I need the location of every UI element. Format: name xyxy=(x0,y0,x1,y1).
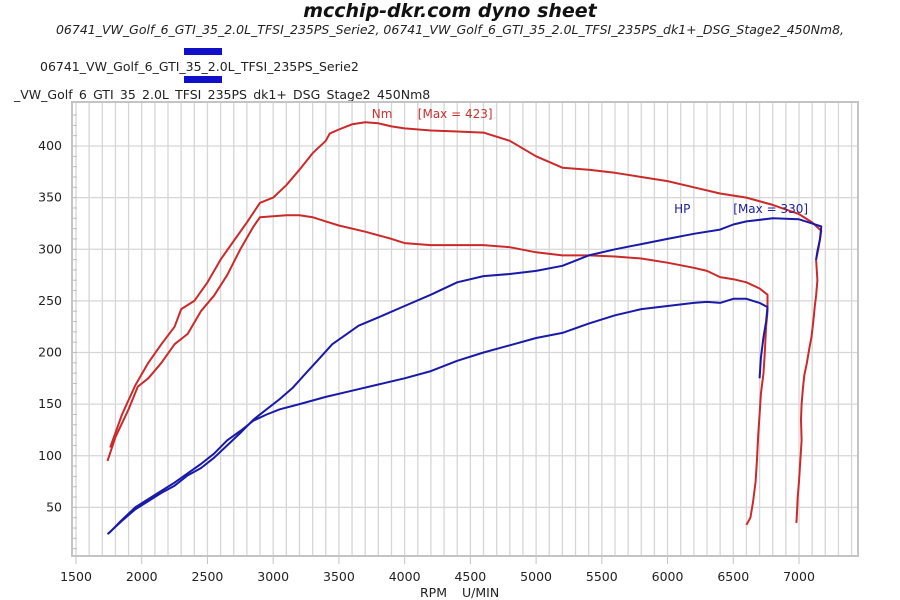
annotation-0: Nm xyxy=(372,107,393,121)
y-tick-label: 250 xyxy=(38,293,62,308)
x-tick-label: 2500 xyxy=(192,569,224,584)
chart-subtitle: 06741_VW_Golf_6_GTI_35_2.0L_TFSI_235PS_S… xyxy=(55,22,845,37)
y-tick-label: 100 xyxy=(38,448,62,463)
y-tick-label: 400 xyxy=(38,138,62,153)
x-tick-label: 3000 xyxy=(257,569,289,584)
series-line-2 xyxy=(106,217,823,535)
x-tick-label: 6000 xyxy=(652,569,684,584)
series-line-1 xyxy=(106,214,769,526)
chart-title: mcchip-dkr.com dyno sheet xyxy=(303,0,597,22)
x-tick-label: 7000 xyxy=(783,569,815,584)
x-axis-ticks: 1500 2000 2500 3000 3500 4000 4500 5000 5500 6000… xyxy=(60,556,815,584)
legend-label-serie2: 06741_VW_Golf_6_GTI_35_2.0L_TFSI_235PS_S… xyxy=(40,59,359,74)
legend-swatch-serie2 xyxy=(184,48,222,55)
x-tick-label: 6500 xyxy=(717,569,749,584)
y-tick-label: 300 xyxy=(38,241,62,256)
legend-label-stage2: _VW_Golf_6_GTI_35_2.0L_TFSI_235PS_dk1+_D… xyxy=(14,87,431,102)
x-tick-label: 4000 xyxy=(389,569,421,584)
x-tick-label: 4500 xyxy=(454,569,486,584)
x-tick-label: 5000 xyxy=(520,569,552,584)
series-line-0 xyxy=(109,121,823,523)
x-axis-label: RPM xyxy=(420,585,447,600)
plot-frame xyxy=(71,101,859,557)
annotation-3: [Max = 330] xyxy=(733,202,808,216)
x-tick-label: 5500 xyxy=(586,569,618,584)
y-tick-label: 150 xyxy=(38,396,62,411)
y-tick-label: 50 xyxy=(46,499,62,514)
annotations: Nm [Max = 423] HP [Max = 330] xyxy=(372,107,808,216)
y-tick-label: 200 xyxy=(38,345,62,360)
x-tick-label: 3500 xyxy=(323,569,355,584)
series-line-3 xyxy=(108,297,769,534)
x-tick-label: 1500 xyxy=(60,569,92,584)
annotation-2: HP xyxy=(674,202,690,216)
series-lines xyxy=(106,121,823,535)
y-axis-ticks: 50 100 150 200 250 300 350 400 xyxy=(38,138,62,514)
y-tick-label: 350 xyxy=(38,190,62,205)
legend-swatch-stage2 xyxy=(184,76,222,83)
x-tick-label: 2000 xyxy=(126,569,158,584)
grid xyxy=(72,102,858,556)
x-axis-unit: U/MIN xyxy=(462,585,499,600)
annotation-1: [Max = 423] xyxy=(418,107,493,121)
